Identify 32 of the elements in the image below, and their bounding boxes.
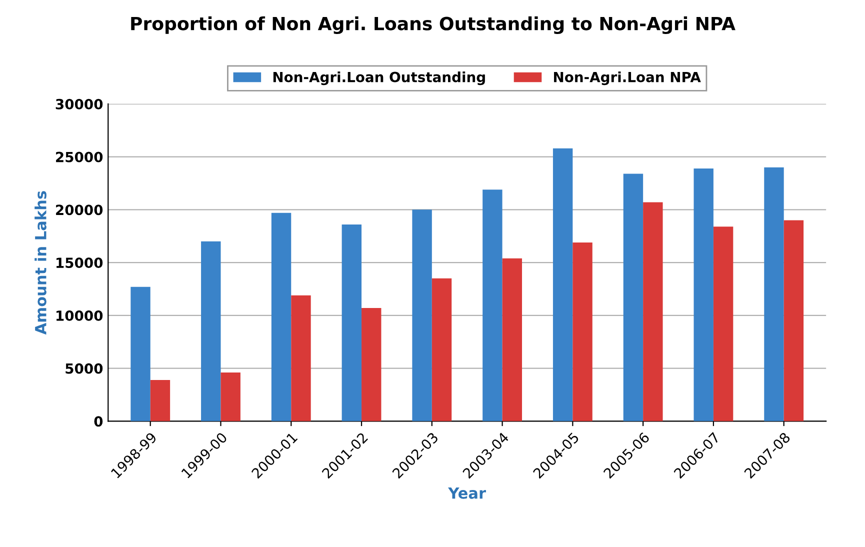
bar — [502, 258, 522, 422]
y-tick-label: 0 — [94, 416, 103, 427]
bar — [130, 286, 150, 422]
bar — [201, 241, 221, 422]
bar — [482, 190, 502, 422]
bar — [713, 226, 734, 422]
y-tick-label: 20000 — [56, 204, 103, 216]
y-tick-label: 5000 — [66, 363, 103, 374]
bar — [150, 380, 170, 422]
x-axis-title: Year — [448, 487, 486, 499]
bar — [694, 168, 714, 422]
legend-label: Non-Agri.Loan NPA — [554, 72, 701, 86]
y-tick-label: 15000 — [56, 258, 103, 268]
bar — [412, 210, 432, 422]
bar — [271, 212, 292, 422]
bar — [572, 242, 592, 422]
bar — [552, 148, 573, 422]
bar — [342, 224, 362, 422]
bar — [432, 278, 452, 422]
legend-label: Non-Agri.Loan Outstanding — [273, 72, 485, 86]
y-tick-label: 30000 — [56, 98, 103, 110]
bar — [362, 308, 382, 422]
bar — [643, 202, 663, 422]
bar — [764, 167, 784, 422]
y-axis-title: Amount in Lakhs — [34, 191, 46, 335]
bar — [220, 372, 240, 422]
y-tick-label: 25000 — [56, 152, 103, 162]
bar — [623, 174, 644, 422]
bar — [784, 220, 804, 422]
chart-title: Proportion of Non Agri. Loans Outstanding to Non-Agri NPA — [131, 16, 736, 34]
bar — [291, 295, 311, 422]
y-tick-label: 10000 — [56, 310, 103, 321]
